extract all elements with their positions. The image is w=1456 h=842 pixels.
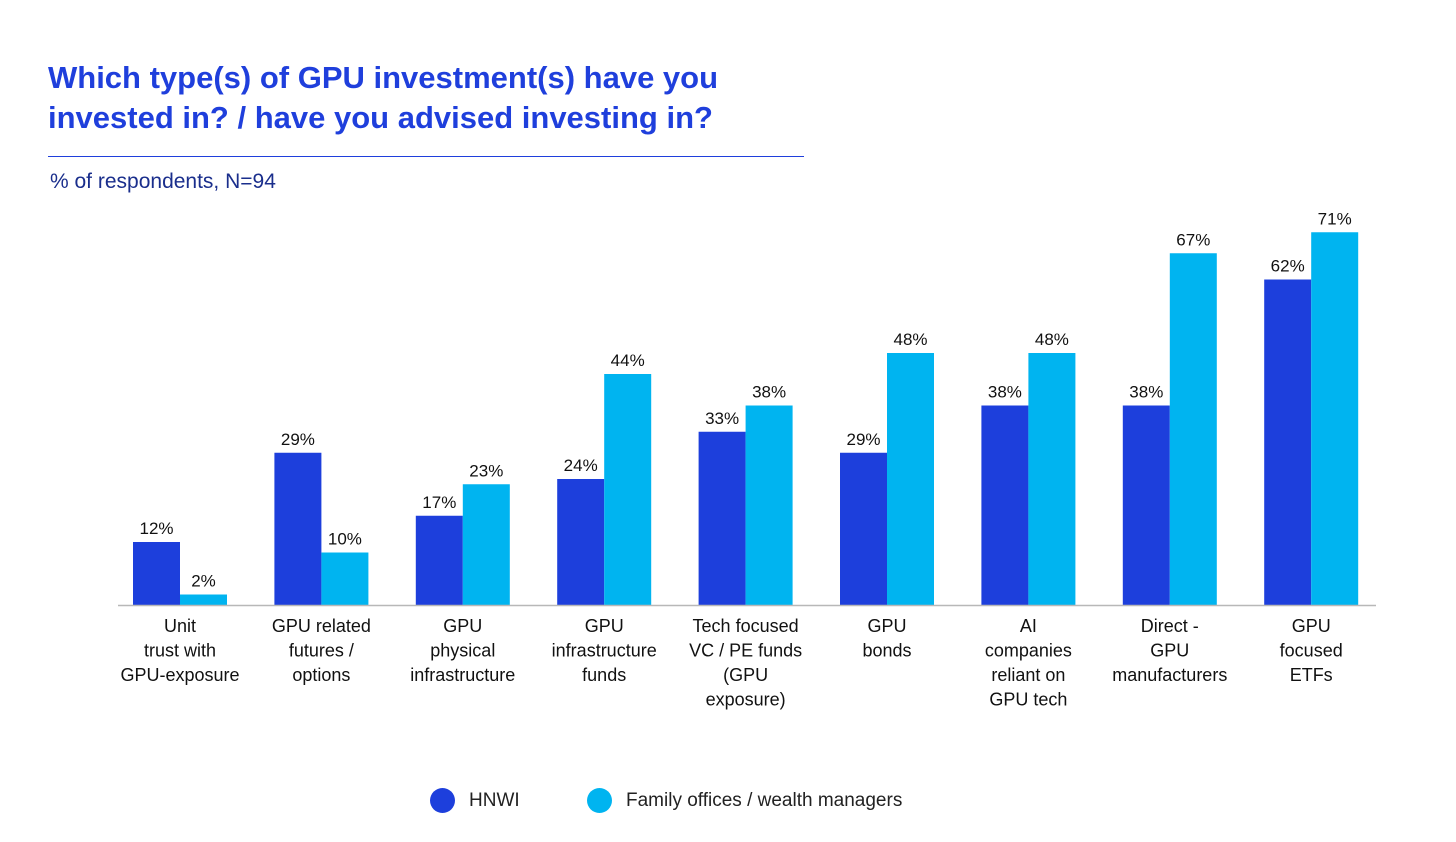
title-divider xyxy=(48,156,804,157)
value-label-hnwi-1: 29% xyxy=(281,430,315,449)
value-label-hnwi-8: 62% xyxy=(1271,257,1305,276)
category-label-7: Direct -GPU manufacturers xyxy=(1112,616,1227,685)
legend-item-hnwi: HNWI xyxy=(430,788,520,813)
category-label-3: GPU infrastructure funds xyxy=(552,616,657,685)
bar-hnwi-2 xyxy=(415,515,463,605)
bar-hnwi-6 xyxy=(981,405,1029,605)
value-label-family-offices-2: 23% xyxy=(469,461,503,480)
legend: HNWI Family offices / wealth managers xyxy=(0,788,1456,816)
value-label-family-offices-3: 44% xyxy=(611,351,645,370)
value-label-hnwi-0: 12% xyxy=(139,519,173,538)
category-label-6: AI companies reliant on GPU tech xyxy=(985,616,1072,710)
chart-subtitle: % of respondents, N=94 xyxy=(50,170,276,193)
value-label-family-offices-8: 71% xyxy=(1318,209,1352,228)
bar-hnwi-4 xyxy=(698,431,746,605)
value-label-hnwi-5: 29% xyxy=(846,430,880,449)
value-label-hnwi-6: 38% xyxy=(988,383,1022,402)
value-label-hnwi-3: 24% xyxy=(564,456,598,475)
category-label-8: GPU focused ETFs xyxy=(1280,616,1343,685)
bar-family-offices-3 xyxy=(604,374,652,605)
category-label-2: GPU physical infrastructure xyxy=(410,616,515,685)
category-label-5: GPU bonds xyxy=(862,616,911,661)
bar-family-offices-2 xyxy=(462,484,510,605)
legend-item-family-offices: Family offices / wealth managers xyxy=(587,788,902,813)
value-label-hnwi-4: 33% xyxy=(705,409,739,428)
bar-hnwi-3 xyxy=(557,479,605,605)
legend-swatch-family-offices xyxy=(587,788,612,813)
legend-label-hnwi: HNWI xyxy=(469,789,520,811)
bar-hnwi-5 xyxy=(840,452,887,605)
category-label-0: Unit trust with GPU-exposure xyxy=(120,616,239,685)
bar-hnwi-8 xyxy=(1264,279,1312,605)
value-label-family-offices-6: 48% xyxy=(1035,330,1069,349)
value-label-family-offices-5: 48% xyxy=(893,330,927,349)
bar-hnwi-1 xyxy=(274,452,322,605)
bar-family-offices-0 xyxy=(180,594,227,605)
value-label-hnwi-2: 17% xyxy=(422,493,456,512)
bar-family-offices-7 xyxy=(1169,253,1217,605)
category-label-4: Tech focused VC / PE funds (GPU exposure) xyxy=(689,616,802,710)
value-label-hnwi-7: 38% xyxy=(1129,383,1163,402)
category-label-1: GPU related futures / options xyxy=(272,616,371,685)
bar-family-offices-1 xyxy=(321,552,369,605)
bar-family-offices-8 xyxy=(1311,232,1359,605)
legend-label-family-offices: Family offices / wealth managers xyxy=(626,789,903,811)
bar-family-offices-6 xyxy=(1028,353,1076,605)
value-label-family-offices-4: 38% xyxy=(752,383,786,402)
bar-chart: 12% 2% Unit trust with GPU-exposure 29% 10% GPU… xyxy=(118,209,1376,710)
value-label-family-offices-7: 67% xyxy=(1176,230,1210,249)
bar-family-offices-5 xyxy=(887,353,934,605)
bar-hnwi-7 xyxy=(1122,405,1170,605)
bar-hnwi-0 xyxy=(133,542,180,605)
bar-family-offices-4 xyxy=(745,405,793,605)
value-label-family-offices-1: 10% xyxy=(328,530,362,549)
legend-swatch-hnwi xyxy=(430,788,455,813)
chart-title: Which type(s) of GPU investment(s) have … xyxy=(48,60,719,135)
value-label-family-offices-0: 2% xyxy=(191,572,216,591)
